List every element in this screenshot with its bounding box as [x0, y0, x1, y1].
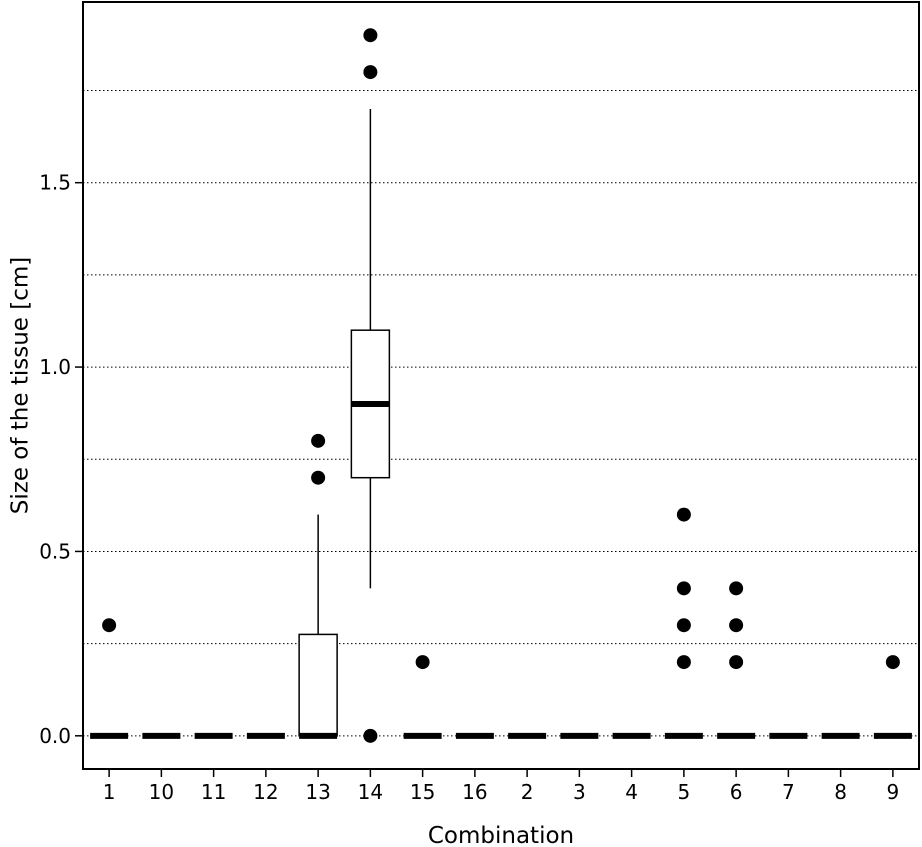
x-axis-title: Combination: [428, 823, 574, 847]
outlier-point: [885, 655, 900, 670]
outlier-point: [729, 618, 744, 633]
x-tick-label: 11: [201, 780, 226, 804]
x-tick-label: 13: [305, 780, 330, 804]
x-tick-label: 7: [782, 780, 795, 804]
x-tick-label: 14: [358, 780, 383, 804]
box-6: [717, 581, 756, 739]
x-tick-label: 2: [521, 780, 534, 804]
x-tick-label: 6: [730, 780, 743, 804]
outlier-point: [676, 655, 691, 670]
x-tick-label: 12: [253, 780, 278, 804]
outlier-point: [676, 618, 691, 633]
outlier-point: [102, 618, 117, 633]
outlier-point: [415, 655, 430, 670]
outlier-point: [729, 655, 744, 670]
x-tick-label: 10: [149, 780, 174, 804]
box-15: [403, 655, 442, 739]
x-tick-label: 3: [573, 780, 586, 804]
box-13: [298, 433, 338, 739]
outlier-point: [311, 470, 326, 485]
y-axis-title: Size of the tissue [cm]: [8, 257, 34, 514]
y-axis: 0.0 0.5 1.0 1.5: [39, 171, 83, 748]
box-5: [664, 507, 703, 739]
box-9: [873, 655, 912, 739]
x-tick-label: 8: [834, 780, 847, 804]
x-tick-label: 15: [410, 780, 435, 804]
plot-frame: [82, 1, 920, 770]
y-tick-label: 0.5: [39, 539, 71, 563]
outlier-point: [729, 581, 744, 596]
x-tick-label: 9: [887, 780, 900, 804]
x-tick-label: 5: [678, 780, 691, 804]
outlier-point: [363, 28, 378, 43]
box-iqr: [298, 633, 338, 737]
y-tick-label: 1.5: [39, 171, 71, 195]
boxes: [90, 28, 912, 743]
box-14: [350, 28, 391, 743]
outlier-point: [311, 433, 326, 448]
x-tick-label: 16: [462, 780, 487, 804]
x-tick-label: 1: [103, 780, 116, 804]
outlier-point: [363, 728, 378, 743]
outlier-point: [676, 507, 691, 522]
box-1: [90, 618, 129, 739]
grid-lines: [83, 90, 919, 737]
x-tick-label: 4: [625, 780, 638, 804]
y-tick-label: 0.0: [39, 724, 71, 748]
outlier-point: [676, 581, 691, 596]
y-tick-label: 1.0: [39, 355, 71, 379]
outlier-point: [363, 65, 378, 80]
x-axis: 1 10 11 12 13 14 15 16 2 3 4 5 6 7 8 9: [103, 769, 899, 804]
